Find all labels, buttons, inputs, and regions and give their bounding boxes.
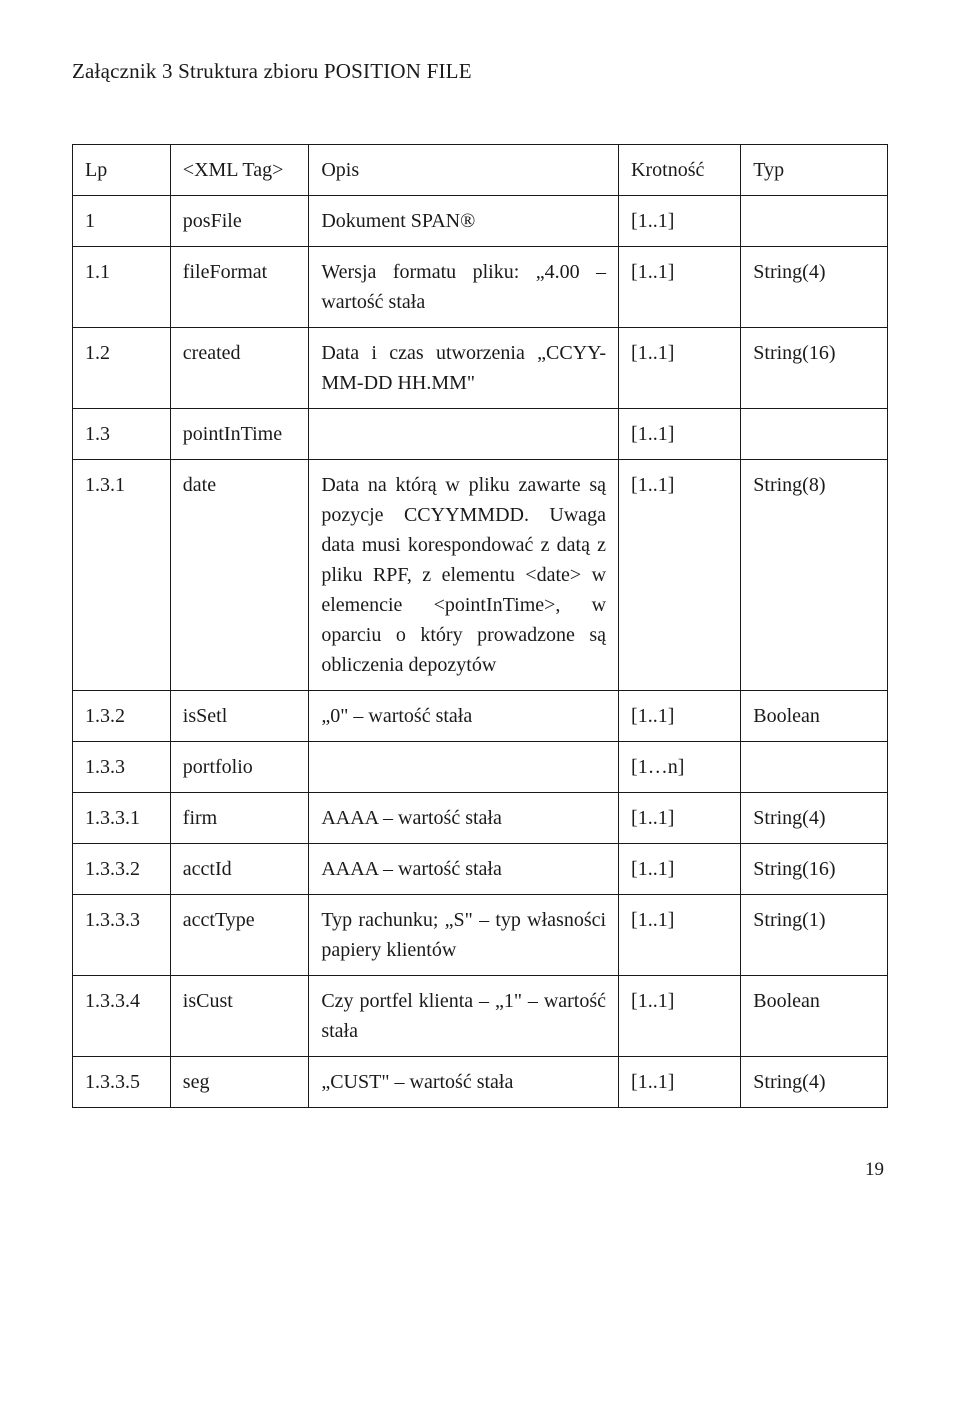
cell-typ: String(4) — [741, 1056, 888, 1107]
table-row: 1posFileDokument SPAN®[1..1] — [73, 195, 888, 246]
cell-typ: String(16) — [741, 843, 888, 894]
cell-krot: [1..1] — [619, 327, 741, 408]
cell-tag: seg — [170, 1056, 309, 1107]
cell-opis: AAAA – wartość stała — [309, 843, 619, 894]
cell-typ: String(1) — [741, 894, 888, 975]
cell-krot: [1..1] — [619, 843, 741, 894]
cell-krot: [1..1] — [619, 792, 741, 843]
cell-lp: 1.3.3 — [73, 741, 171, 792]
cell-tag: posFile — [170, 195, 309, 246]
cell-krot: [1..1] — [619, 195, 741, 246]
table-row: 1.2createdData i czas utworzenia „CCYY-M… — [73, 327, 888, 408]
cell-lp: 1.3.1 — [73, 459, 171, 690]
table-row: 1.3.3portfolio [1…n] — [73, 741, 888, 792]
cell-typ: Boolean — [741, 690, 888, 741]
table-row: 1.3.3.3acctTypeTyp rachunku; „S" – typ w… — [73, 894, 888, 975]
cell-krot: [1..1] — [619, 246, 741, 327]
cell-typ: String(4) — [741, 792, 888, 843]
col-tag: <XML Tag> — [170, 144, 309, 195]
cell-typ — [741, 195, 888, 246]
cell-tag: isSetl — [170, 690, 309, 741]
cell-opis — [309, 741, 619, 792]
col-lp: Lp — [73, 144, 171, 195]
page-number: 19 — [72, 1156, 888, 1185]
table-row: 1.3.3.5seg„CUST" – wartość stała[1..1]St… — [73, 1056, 888, 1107]
table-row: 1.3pointInTime [1..1] — [73, 408, 888, 459]
cell-opis: Dokument SPAN® — [309, 195, 619, 246]
table-row: 1.1fileFormatWersja formatu pliku: „4.00… — [73, 246, 888, 327]
table-row: 1.3.3.1firmAAAA – wartość stała[1..1]Str… — [73, 792, 888, 843]
table-row: 1.3.1dateData na którą w pliku zawarte s… — [73, 459, 888, 690]
col-typ: Typ — [741, 144, 888, 195]
cell-lp: 1.3.3.4 — [73, 975, 171, 1056]
col-krot: Krotność — [619, 144, 741, 195]
cell-lp: 1.3.3.2 — [73, 843, 171, 894]
table-row: 1.3.3.2acctIdAAAA – wartość stała[1..1]S… — [73, 843, 888, 894]
cell-tag: acctId — [170, 843, 309, 894]
cell-lp: 1.3.2 — [73, 690, 171, 741]
cell-tag: fileFormat — [170, 246, 309, 327]
cell-lp: 1 — [73, 195, 171, 246]
cell-lp: 1.3.3.5 — [73, 1056, 171, 1107]
cell-typ — [741, 741, 888, 792]
cell-lp: 1.3 — [73, 408, 171, 459]
table-row: 1.3.3.4isCustCzy portfel klienta – „1" –… — [73, 975, 888, 1056]
cell-tag: portfolio — [170, 741, 309, 792]
cell-opis: Data i czas utworzenia „CCYY-MM-DD HH.MM… — [309, 327, 619, 408]
cell-tag: isCust — [170, 975, 309, 1056]
cell-typ — [741, 408, 888, 459]
col-opis: Opis — [309, 144, 619, 195]
cell-tag: firm — [170, 792, 309, 843]
cell-krot: [1…n] — [619, 741, 741, 792]
cell-lp: 1.2 — [73, 327, 171, 408]
cell-opis: Data na którą w pliku zawarte są pozycje… — [309, 459, 619, 690]
cell-krot: [1..1] — [619, 894, 741, 975]
cell-typ: String(8) — [741, 459, 888, 690]
cell-lp: 1.3.3.3 — [73, 894, 171, 975]
cell-typ: Boolean — [741, 975, 888, 1056]
cell-tag: date — [170, 459, 309, 690]
cell-krot: [1..1] — [619, 1056, 741, 1107]
page-title: Załącznik 3 Struktura zbioru POSITION FI… — [72, 56, 888, 88]
cell-opis — [309, 408, 619, 459]
table-header-row: Lp <XML Tag> Opis Krotność Typ — [73, 144, 888, 195]
cell-tag: created — [170, 327, 309, 408]
cell-krot: [1..1] — [619, 690, 741, 741]
structure-table: Lp <XML Tag> Opis Krotność Typ 1posFileD… — [72, 144, 888, 1108]
cell-typ: String(16) — [741, 327, 888, 408]
cell-opis: „CUST" – wartość stała — [309, 1056, 619, 1107]
cell-opis: Typ rachunku; „S" – typ własności papier… — [309, 894, 619, 975]
cell-tag: pointInTime — [170, 408, 309, 459]
cell-typ: String(4) — [741, 246, 888, 327]
cell-opis: Wersja formatu pliku: „4.00 – wartość st… — [309, 246, 619, 327]
cell-opis: Czy portfel klienta – „1" – wartość stał… — [309, 975, 619, 1056]
cell-krot: [1..1] — [619, 408, 741, 459]
cell-tag: acctType — [170, 894, 309, 975]
cell-krot: [1..1] — [619, 975, 741, 1056]
cell-opis: „0" – wartość stała — [309, 690, 619, 741]
table-row: 1.3.2isSetl„0" – wartość stała[1..1]Bool… — [73, 690, 888, 741]
cell-krot: [1..1] — [619, 459, 741, 690]
cell-lp: 1.3.3.1 — [73, 792, 171, 843]
cell-opis: AAAA – wartość stała — [309, 792, 619, 843]
cell-lp: 1.1 — [73, 246, 171, 327]
